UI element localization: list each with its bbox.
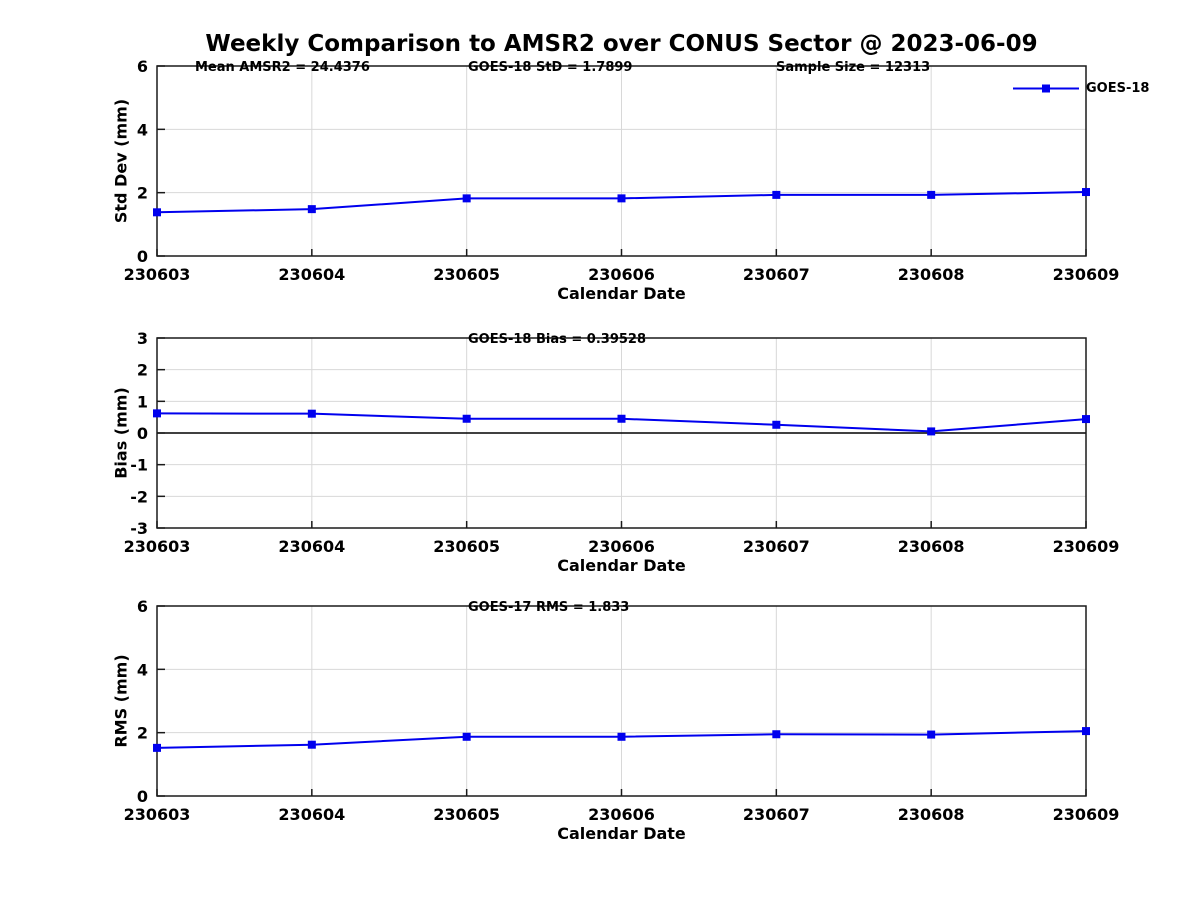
bias-x-tick-label: 230606 (588, 537, 655, 556)
rms-x-tick-label: 230606 (588, 805, 655, 824)
bias-x-tick-label: 230609 (1053, 537, 1120, 556)
rms-annotation: GOES-17 RMS = 1.833 (468, 600, 629, 615)
std-dev-data-point-marker (462, 194, 471, 203)
std-dev-y-tick-label: 0 (137, 247, 148, 266)
std-dev-x-tick-label: 230609 (1053, 265, 1120, 284)
std-dev-data-point-marker (153, 208, 161, 217)
bias-x-tick-label: 230608 (898, 537, 965, 556)
rms-data-point-marker (153, 743, 161, 752)
std-dev-data-point-marker (1082, 188, 1090, 197)
bias-x-tick-label: 230605 (433, 537, 500, 556)
std-dev-annotation: Sample Size = 12313 (776, 60, 930, 75)
bias-data-point-marker (153, 409, 161, 418)
rms-data-point-marker (617, 732, 626, 741)
legend-label: GOES-18 (1086, 81, 1150, 96)
std-dev-x-tick-label: 230607 (743, 265, 810, 284)
rms-x-tick-label: 230604 (278, 805, 345, 824)
rms-data-point-marker (772, 730, 781, 739)
std-dev-data-point-marker (927, 190, 936, 199)
std-dev-data-point-marker (617, 194, 626, 203)
bias-data-point-marker (462, 414, 471, 423)
std-dev-y-tick-label: 2 (137, 184, 148, 203)
figure-title: Weekly Comparison to AMSR2 over CONUS Se… (205, 31, 1038, 57)
bias-x-tick-label: 230604 (278, 537, 345, 556)
bias-y-axis-label: Bias (mm) (111, 387, 131, 479)
std-dev-y-tick-label: 6 (137, 57, 148, 76)
rms-y-tick-label: 0 (137, 787, 148, 806)
rms-data-point-marker (1082, 727, 1090, 736)
bias-y-tick-label: 1 (137, 392, 148, 411)
rms-data-point-marker (462, 732, 471, 741)
bias-y-tick-label: 3 (137, 329, 148, 348)
legend-marker-icon (1042, 84, 1050, 93)
stddev-y-axis-label: Std Dev (mm) (111, 98, 131, 224)
rms-data-point-marker (927, 730, 936, 739)
rms-y-tick-label: 2 (137, 724, 148, 743)
rms-y-axis-label: RMS (mm) (111, 654, 131, 748)
rms-y-tick-label: 6 (137, 597, 148, 616)
bias-data-point-marker (617, 414, 626, 423)
std-dev-x-tick-label: 230608 (898, 265, 965, 284)
bias-x-tick-label: 230607 (743, 537, 810, 556)
std-dev-annotation: Mean AMSR2 = 24.4376 (195, 60, 370, 75)
rms-x-tick-label: 230603 (124, 805, 191, 824)
rms-x-tick-label: 230607 (743, 805, 810, 824)
rms-data-point-marker (307, 740, 316, 749)
bias-y-tick-label: -1 (130, 456, 148, 475)
rms-y-tick-label: 4 (137, 660, 148, 679)
std-dev-y-tick-label: 4 (137, 120, 148, 139)
rms-x-tick-label: 230608 (898, 805, 965, 824)
bias-y-tick-label: -2 (130, 487, 148, 506)
legend-line-swatch (1013, 84, 1079, 93)
bias-y-tick-label: 0 (137, 424, 148, 443)
rms-x-tick-label: 230605 (433, 805, 500, 824)
stddev-x-axis-label: Calendar Date (557, 284, 686, 303)
std-dev-x-tick-label: 230604 (278, 265, 345, 284)
bias-annotation: GOES-18 Bias = 0.39528 (468, 332, 646, 347)
std-dev-data-point-marker (772, 190, 781, 199)
rms-x-axis-label: Calendar Date (557, 824, 686, 843)
legend: GOES-18 (1013, 80, 1149, 97)
bias-y-tick-label: -3 (130, 519, 148, 538)
rms-x-tick-label: 230609 (1053, 805, 1120, 824)
bias-data-point-marker (927, 427, 936, 436)
bias-x-tick-label: 230603 (124, 537, 191, 556)
std-dev-annotation: GOES-18 StD = 1.7899 (468, 60, 632, 75)
std-dev-data-point-marker (307, 205, 316, 214)
bias-data-point-marker (307, 409, 316, 418)
bias-data-point-marker (1082, 415, 1090, 424)
bias-x-axis-label: Calendar Date (557, 556, 686, 575)
std-dev-x-tick-label: 230606 (588, 265, 655, 284)
std-dev-x-tick-label: 230603 (124, 265, 191, 284)
bias-y-tick-label: 2 (137, 361, 148, 380)
bias-data-point-marker (772, 420, 781, 429)
std-dev-x-tick-label: 230605 (433, 265, 500, 284)
